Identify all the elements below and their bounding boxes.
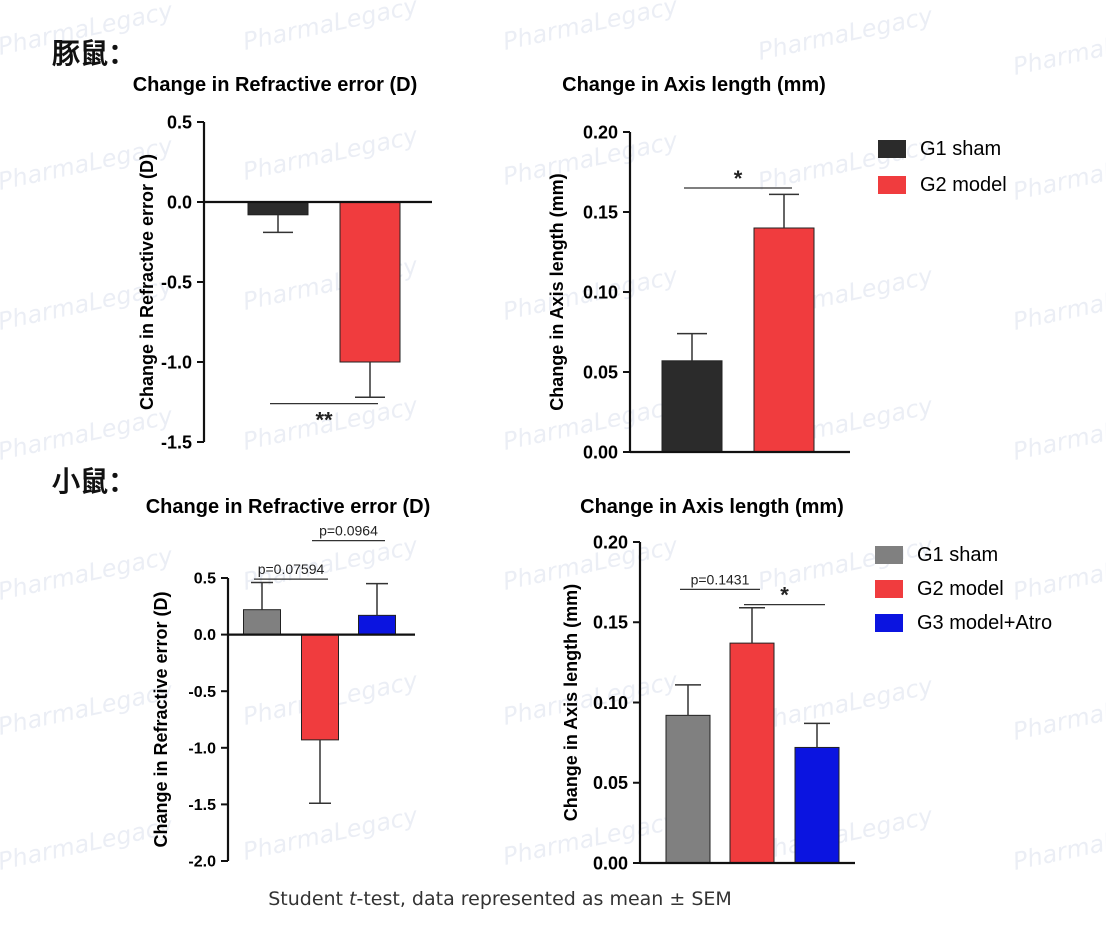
watermark-text: PharmaLegacy xyxy=(755,1,936,66)
footnote: Student t-test, data represented as mean… xyxy=(268,888,732,910)
y-tick-label: 0.5 xyxy=(167,112,192,132)
y-axis-label: Change in Refractive error (D) xyxy=(137,154,157,410)
watermark-text: PharmaLegacy xyxy=(755,671,936,736)
bar-g1-sham xyxy=(243,609,281,636)
watermark-text: PharmaLegacy xyxy=(500,806,681,871)
bar-g2-model xyxy=(729,642,775,864)
significance-label: p=0.1431 xyxy=(691,571,750,587)
watermark-text: PharmaLegacy xyxy=(1010,271,1106,336)
y-tick-label: 0.10 xyxy=(593,693,628,713)
y-tick-label: 0.00 xyxy=(593,853,628,873)
significance-label: * xyxy=(780,583,789,608)
watermark-text: PharmaLegacy xyxy=(240,801,421,866)
section-label-guinea-pig: 豚鼠： xyxy=(52,37,137,70)
watermark-text: PharmaLegacy xyxy=(500,666,681,731)
legend-swatch xyxy=(875,546,903,564)
legend-label: G2 model xyxy=(920,174,1007,196)
significance-label: * xyxy=(734,166,743,191)
section-label-mouse: 小鼠： xyxy=(52,465,137,498)
bar-g2-model xyxy=(753,227,815,453)
legend-label: G2 model xyxy=(917,578,1004,600)
chart-2: Change in Axis length (mm) Change in Axis… xyxy=(547,74,850,462)
y-axis-label: Change in Axis length (mm) xyxy=(547,173,567,410)
watermark-text: PharmaLegacy xyxy=(1010,681,1106,746)
chart-3: Change in Refractive error (D) Change in … xyxy=(146,496,431,871)
y-tick-label: 0.05 xyxy=(583,362,618,382)
bar-g1-sham xyxy=(661,360,723,453)
chart-1: Change in Refractive error (D) Change in … xyxy=(133,74,432,452)
watermark-text: PharmaLegacy xyxy=(1010,16,1106,81)
watermark-text: PharmaLegacy xyxy=(1010,541,1106,606)
significance-label: ** xyxy=(315,408,333,433)
legend-swatch xyxy=(875,580,903,598)
y-tick-label: -1.5 xyxy=(161,432,192,452)
y-tick-label: 0.15 xyxy=(583,202,618,222)
legend-label: G3 model+Atro xyxy=(917,612,1052,634)
chart-title: Change in Refractive error (D) xyxy=(133,74,418,96)
y-tick-label: -2.0 xyxy=(188,854,216,871)
watermark-text: PharmaLegacy xyxy=(755,131,936,196)
y-tick-label: 0.0 xyxy=(194,627,216,644)
watermark-text: PharmaLegacy xyxy=(0,541,176,606)
chart-title: Change in Refractive error (D) xyxy=(146,496,431,518)
watermark-text: PharmaLegacy xyxy=(0,811,176,876)
watermark-text: PharmaLegacy xyxy=(0,676,176,741)
legend-top: G1 sham G2 model xyxy=(878,138,1007,196)
y-tick-label: -0.5 xyxy=(161,272,192,292)
legend-swatch xyxy=(875,614,903,632)
bar-g1-sham xyxy=(247,201,309,216)
y-tick-label: 0.10 xyxy=(583,282,618,302)
chart-4: Change in Axis length (mm) Change in Axis… xyxy=(561,496,855,873)
legend-swatch xyxy=(878,176,906,194)
watermark-text: PharmaLegacy xyxy=(0,401,176,466)
watermark-text: PharmaLegacy xyxy=(500,531,681,596)
y-tick-label: 0.20 xyxy=(583,122,618,142)
legend-swatch xyxy=(878,140,906,158)
y-tick-label: -1.0 xyxy=(161,352,192,372)
chart-title: Change in Axis length (mm) xyxy=(580,496,844,518)
bar-g1-sham xyxy=(665,714,711,864)
bar-g3-model-atro xyxy=(794,746,840,864)
watermark-text: PharmaLegacy xyxy=(755,801,936,866)
y-tick-label: 0.15 xyxy=(593,613,628,633)
watermark-text: PharmaLegacy xyxy=(0,0,176,61)
watermark-text: PharmaLegacy xyxy=(240,0,421,56)
significance-label: p=0.0964 xyxy=(319,523,378,539)
legend-label: G1 sham xyxy=(920,138,1001,160)
legend-bottom: G1 sham G2 model G3 model+Atro xyxy=(875,544,1052,634)
watermark-text: PharmaLegacy xyxy=(240,121,421,186)
y-tick-label: 0.00 xyxy=(583,442,618,462)
legend-label: G1 sham xyxy=(917,544,998,566)
y-tick-label: 0.05 xyxy=(593,773,628,793)
y-tick-label: 0.20 xyxy=(593,532,628,552)
chart-title: Change in Axis length (mm) xyxy=(562,74,826,96)
y-tick-label: -1.5 xyxy=(188,797,216,814)
watermark-text: PharmaLegacy xyxy=(1010,401,1106,466)
bar-g2-model xyxy=(301,634,339,741)
bar-g2-model xyxy=(339,201,401,363)
y-tick-label: 0.5 xyxy=(194,571,216,588)
watermark-text: PharmaLegacy xyxy=(500,0,681,56)
watermark-text: PharmaLegacy xyxy=(1010,141,1106,206)
y-axis-label: Change in Axis length (mm) xyxy=(561,584,581,821)
watermark-text: PharmaLegacy xyxy=(1010,811,1106,876)
y-tick-label: -1.0 xyxy=(188,740,216,757)
y-axis-label: Change in Refractive error (D) xyxy=(151,591,171,847)
y-tick-label: 0.0 xyxy=(167,192,192,212)
bar-g3-model-atro xyxy=(358,614,396,636)
y-tick-label: -0.5 xyxy=(188,684,216,701)
significance-label: p=0.07594 xyxy=(258,561,325,577)
